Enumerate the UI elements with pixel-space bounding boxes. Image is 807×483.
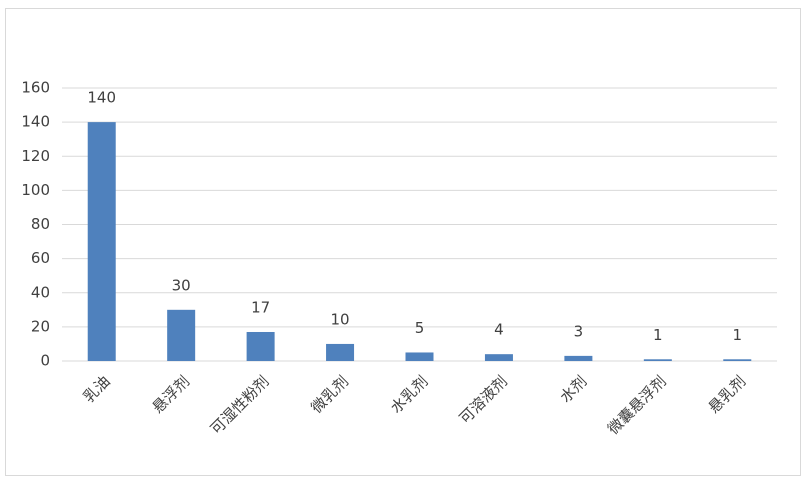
- bar: [405, 352, 434, 361]
- data-label: 4: [494, 321, 504, 339]
- y-tick-label: 80: [31, 215, 50, 233]
- chart-border: [5, 8, 801, 476]
- y-tick-label: 60: [31, 249, 50, 267]
- data-label: 30: [172, 276, 191, 294]
- data-label: 17: [251, 298, 270, 316]
- y-tick-label: 20: [31, 317, 50, 335]
- y-tick-label: 100: [21, 181, 50, 199]
- bar: [87, 122, 116, 361]
- data-label: 1: [653, 326, 663, 344]
- data-label: 140: [87, 89, 116, 107]
- data-label: 3: [574, 322, 584, 340]
- y-tick-label: 0: [40, 352, 50, 370]
- y-tick-label: 140: [21, 113, 50, 131]
- bar: [167, 309, 196, 361]
- bar: [484, 354, 513, 361]
- data-label: 1: [733, 326, 743, 344]
- bar: [246, 331, 275, 361]
- data-label: 5: [415, 319, 425, 337]
- bar: [326, 343, 355, 361]
- y-tick-label: 160: [21, 79, 50, 97]
- bar: [643, 359, 672, 361]
- bar: [564, 355, 593, 361]
- data-label: 10: [331, 310, 350, 328]
- y-tick-label: 40: [31, 283, 50, 301]
- y-tick-label: 120: [21, 147, 50, 165]
- bar: [723, 359, 752, 361]
